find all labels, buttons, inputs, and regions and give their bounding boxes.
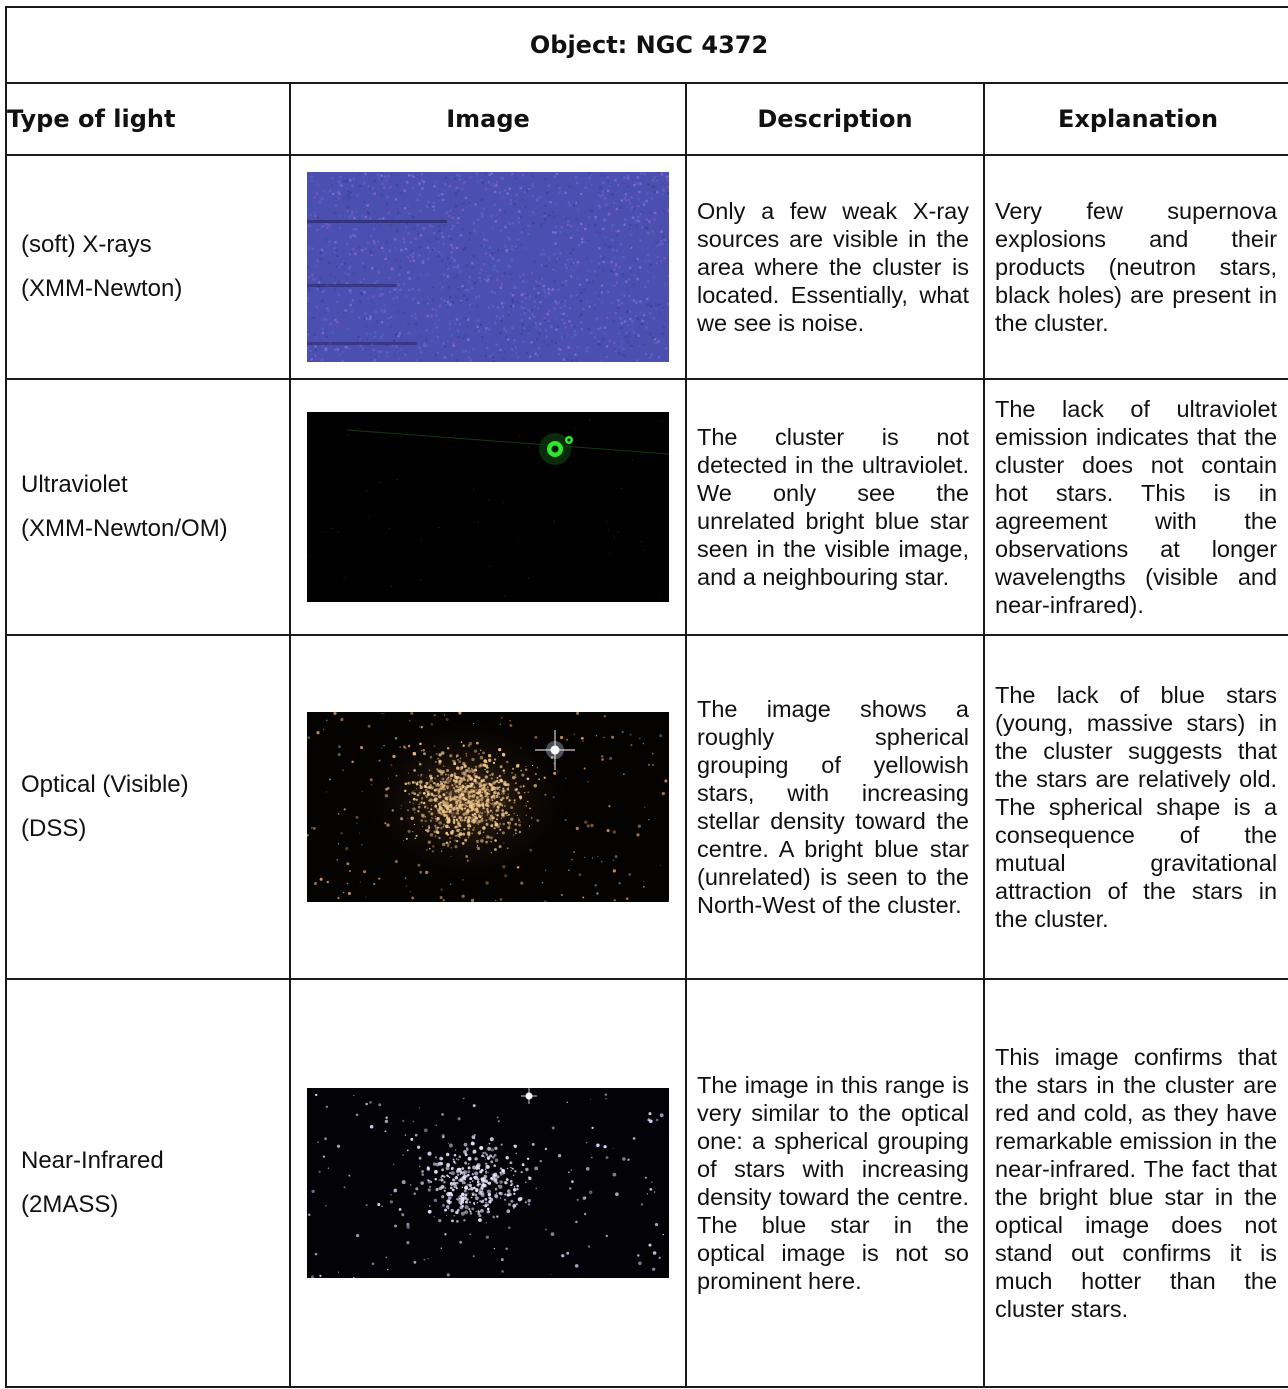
optical-star-cluster-image [307, 712, 669, 902]
header-image: Image [289, 82, 687, 156]
type-instrument: (XMM-Newton) [21, 275, 183, 302]
type-of-light-cell: (soft) X-rays (XMM-Newton) [5, 154, 291, 380]
table-row: Ultraviolet (XMM-Newton/OM) The cluster … [5, 378, 1288, 636]
description-cell: The image in this range is very similar … [685, 978, 985, 1388]
image-cell [289, 378, 687, 636]
infrared-star-cluster-image [307, 1088, 669, 1278]
table-row: (soft) X-rays (XMM-Newton) Only a few we… [5, 154, 1288, 380]
explanation-cell: The lack of ultraviolet emission indicat… [982, 378, 1288, 636]
header-explanation: Explanation [982, 82, 1288, 156]
type-of-light-cell: Near-Infrared (2MASS) [5, 978, 291, 1388]
table-header-row: Type of light Image Description Explanat… [5, 82, 1288, 156]
table-title: Object: NGC 4372 [4, 6, 1288, 84]
table-row: Near-Infrared (2MASS) The image in this … [5, 978, 1288, 1388]
image-cell [289, 154, 687, 380]
explanation-cell: The lack of blue stars (young, massive s… [982, 634, 1288, 980]
type-instrument: (XMM-Newton/OM) [21, 515, 228, 542]
type-name: Ultraviolet [21, 471, 128, 498]
description-cell: Only a few weak X-ray sources are visibl… [685, 154, 985, 380]
explanation-cell: This image confirms that the stars in th… [982, 978, 1288, 1388]
image-cell [289, 634, 687, 980]
type-instrument: (2MASS) [21, 1191, 119, 1218]
table-row: Optical (Visible) (DSS) The image shows … [5, 634, 1288, 980]
type-of-light-cell: Optical (Visible) (DSS) [5, 634, 291, 980]
description-cell: The image shows a roughly spherical grou… [685, 634, 985, 980]
observation-table: Object: NGC 4372 Type of light Image Des… [4, 6, 1288, 1388]
ultraviolet-svg [307, 412, 669, 602]
type-name: Optical (Visible) [21, 771, 189, 798]
type-instrument: (DSS) [21, 815, 87, 842]
ultraviolet-dark-image [307, 412, 669, 602]
infrared-svg [307, 1088, 669, 1278]
type-of-light-cell: Ultraviolet (XMM-Newton/OM) [5, 378, 291, 636]
xray-noise-image [307, 172, 669, 362]
xray-noise-svg [307, 172, 669, 362]
description-cell: The cluster is not detected in the ultra… [685, 378, 985, 636]
table-title-row: Object: NGC 4372 [4, 6, 1288, 84]
header-description: Description [685, 82, 985, 156]
type-name: (soft) X-rays [21, 231, 152, 258]
explanation-cell: Very few supernova explosions and their … [982, 154, 1288, 380]
type-name: Near-Infrared [21, 1147, 164, 1174]
optical-svg [307, 712, 669, 902]
header-type-of-light: Type of light [5, 82, 291, 156]
image-cell [289, 978, 687, 1388]
